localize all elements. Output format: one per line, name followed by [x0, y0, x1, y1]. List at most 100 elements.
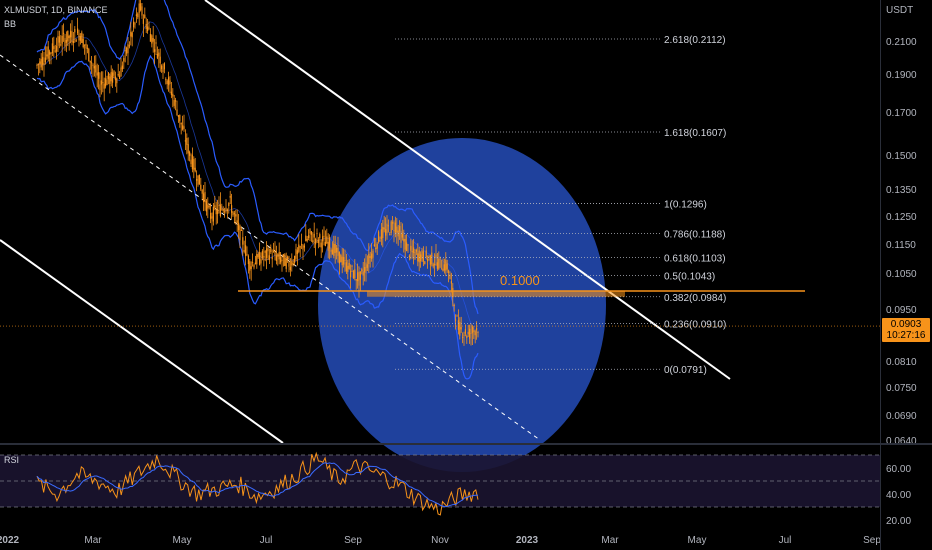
candle-body	[263, 256, 265, 258]
candle-body	[88, 48, 90, 61]
candle-body	[375, 247, 377, 250]
candle-body	[383, 227, 385, 230]
candle-body	[200, 184, 202, 190]
x-tick-label: May	[173, 535, 192, 546]
candle-body	[331, 249, 333, 255]
candle-body	[236, 220, 238, 224]
candle-body	[203, 193, 205, 203]
candle-body	[68, 35, 70, 39]
candle-body	[404, 239, 406, 250]
candle-body	[133, 21, 135, 28]
candle-body	[399, 225, 401, 232]
candle-body	[72, 40, 74, 44]
candle-body	[378, 231, 380, 242]
candle-body	[120, 67, 122, 77]
symbol-title[interactable]: XLMUSDT, 1D, BINANCE	[4, 5, 108, 15]
candle-body	[344, 259, 346, 261]
fib-level-label: 0.618(0.1103)	[664, 254, 726, 265]
candle-body	[194, 167, 196, 172]
candle-body	[222, 209, 224, 211]
candle-body	[229, 195, 231, 198]
candle-body	[474, 331, 476, 336]
candle-body	[340, 254, 342, 263]
candle-body	[261, 251, 263, 259]
candle-body	[156, 53, 158, 59]
candle-body	[392, 222, 394, 224]
candle-body	[172, 93, 174, 97]
candle-body	[352, 271, 354, 279]
candle-body	[254, 262, 256, 265]
candle-body	[151, 35, 153, 44]
candle-body	[411, 251, 413, 253]
candle-body	[121, 65, 123, 70]
candle-body	[361, 269, 363, 272]
candle-body	[281, 259, 283, 261]
indicator-label-bb[interactable]: BB	[4, 19, 17, 29]
y-tick-label: 0.2100	[886, 37, 917, 48]
candle-body	[91, 62, 93, 64]
candle-body	[284, 254, 286, 266]
pane-divider[interactable]	[0, 443, 932, 445]
candle-body	[477, 332, 479, 334]
candle-body	[105, 78, 107, 87]
candle-body	[85, 43, 87, 49]
candle-body	[260, 259, 262, 264]
candle-body	[137, 13, 139, 18]
candle-body	[79, 36, 81, 41]
candle-body	[434, 263, 436, 266]
candle-body	[334, 244, 336, 253]
candle-body	[333, 243, 335, 256]
candle-body	[215, 208, 217, 215]
candle-body	[190, 159, 192, 165]
candle-body	[343, 257, 345, 265]
candle-body	[415, 249, 417, 252]
candle-body	[47, 46, 49, 59]
candle-body	[54, 50, 56, 52]
y-tick-label: 0.0950	[886, 305, 917, 316]
candle-body	[418, 250, 420, 263]
candle-body	[306, 238, 308, 241]
y-tick-label: 0.1250	[886, 212, 917, 223]
candle-body	[242, 237, 244, 245]
candle-body	[341, 256, 343, 266]
candle-body	[81, 32, 83, 43]
rsi-line	[36, 451, 479, 516]
rsi-tick-label: 40.00	[886, 490, 911, 501]
candle-body	[403, 238, 405, 242]
candle-body	[287, 256, 289, 260]
candle-body	[161, 65, 163, 70]
candle-body	[275, 255, 277, 261]
candle-body	[425, 250, 427, 258]
candle-body	[464, 329, 466, 334]
candle-body	[201, 190, 203, 194]
candle-body	[282, 254, 284, 258]
candle-body	[406, 242, 408, 252]
candle-body	[278, 251, 280, 260]
candle-body	[110, 71, 112, 82]
candle-body	[109, 76, 111, 84]
candle-body	[441, 268, 443, 270]
candle-body	[196, 178, 198, 181]
indicator-label-rsi[interactable]: RSI	[4, 455, 20, 465]
candle-body	[459, 322, 461, 336]
candle-body	[305, 235, 307, 242]
candle-body	[394, 222, 396, 233]
candle-body	[98, 71, 100, 79]
candle-body	[211, 216, 213, 219]
x-tick-label: Mar	[84, 535, 102, 546]
candle-body	[145, 23, 147, 29]
candle-body	[351, 265, 353, 267]
candle-body	[252, 262, 254, 264]
candle-body	[170, 91, 172, 95]
candle-body	[257, 254, 259, 258]
candle-body	[396, 226, 398, 233]
candle-body	[312, 240, 314, 243]
candle-body	[158, 52, 160, 57]
candle-body	[163, 63, 165, 70]
candle-body	[207, 204, 209, 209]
candle-body	[233, 213, 235, 215]
candle-body	[400, 231, 402, 243]
candle-body	[162, 69, 164, 73]
candle-body	[51, 43, 53, 54]
candle-body	[180, 122, 182, 125]
